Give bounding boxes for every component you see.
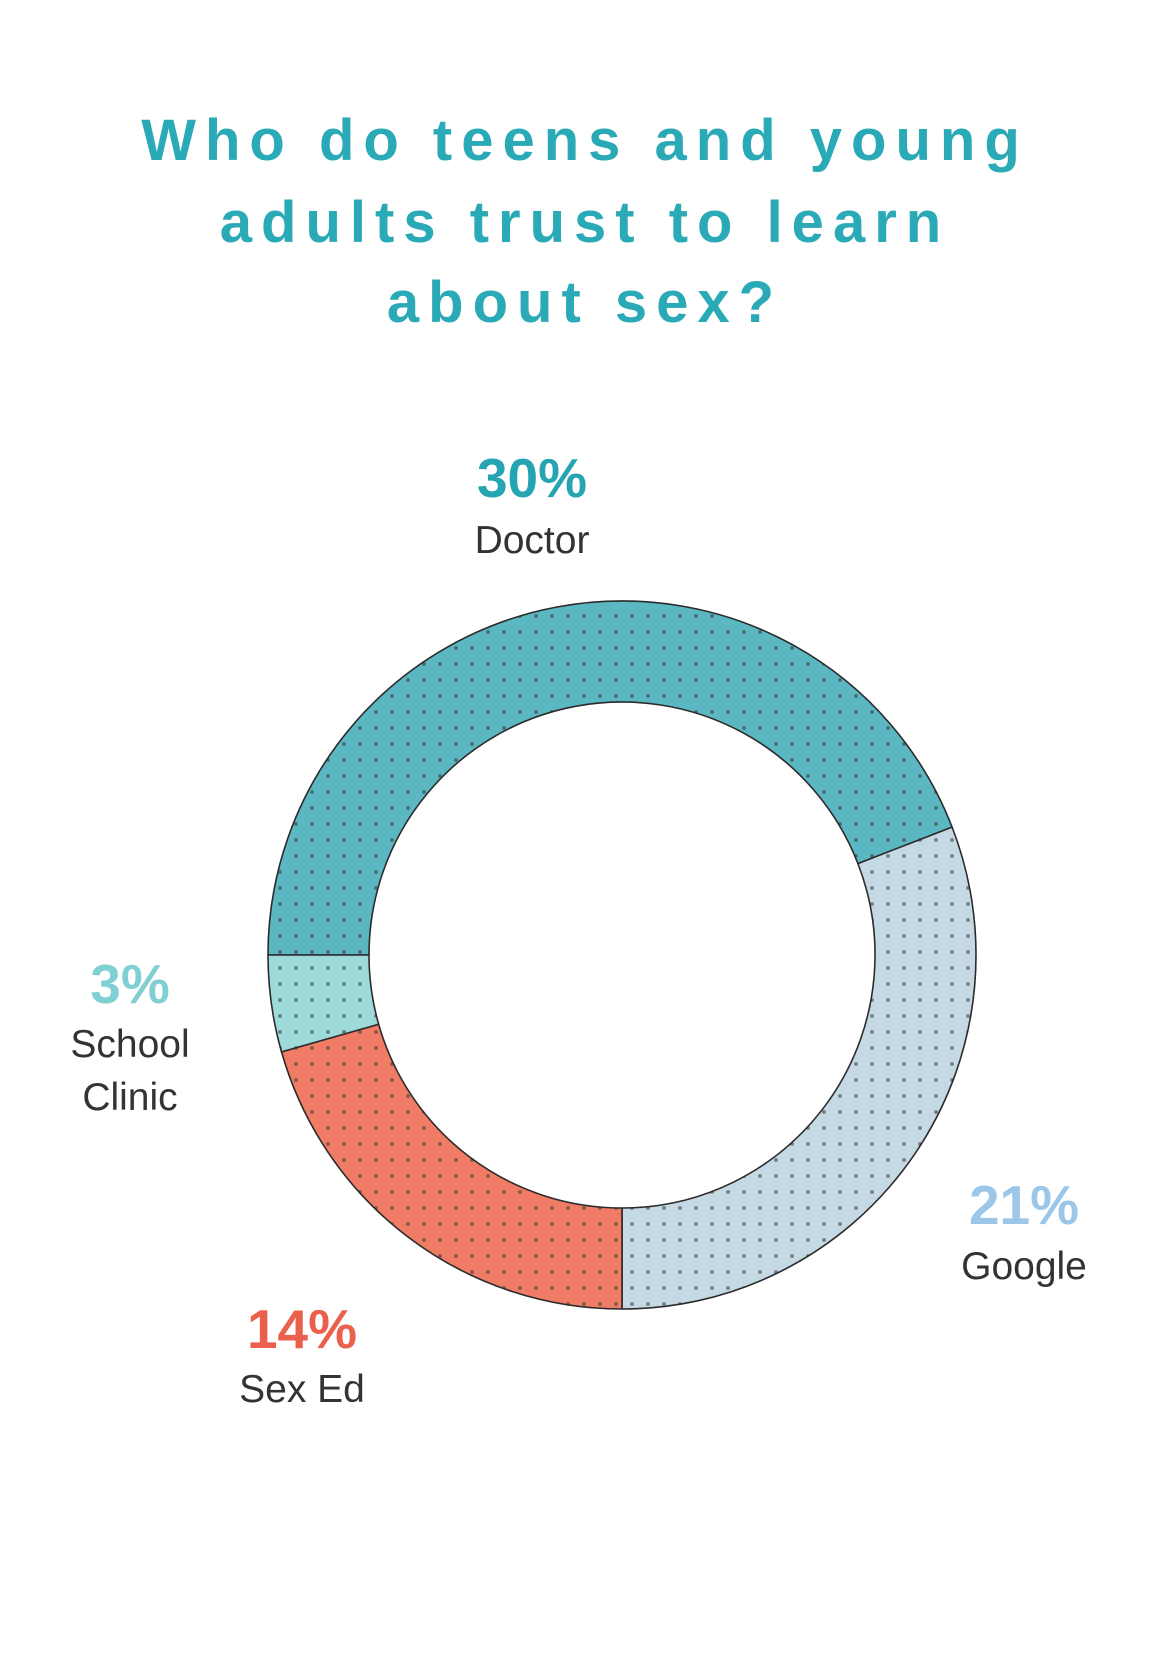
slice-label-google: 21% Google: [961, 1174, 1087, 1288]
sex-ed-percent-label: 14%: [247, 1298, 357, 1360]
school-clinic-category-label-line-2: Clinic: [82, 1076, 177, 1119]
title-line-2: adults trust to learn: [220, 190, 950, 255]
school-clinic-category-label-line-1: School: [70, 1023, 189, 1066]
donut-slice-google-texture: [621, 826, 977, 1310]
sex-ed-category-label: Sex Ed: [239, 1368, 365, 1411]
title-line-3: about sex?: [387, 270, 783, 335]
donut-slice-school-clinic-texture: [267, 954, 380, 1053]
doctor-percent-label: 30%: [477, 447, 587, 509]
title-line-1: Who do teens and young: [141, 108, 1029, 173]
chart-title: Who do teens and young adults trust to l…: [141, 108, 1029, 335]
donut-slice-doctor-texture: [267, 600, 953, 956]
school-clinic-percent-label: 3%: [90, 953, 170, 1015]
google-percent-label: 21%: [969, 1174, 1079, 1236]
slice-label-sex-ed: 14% Sex Ed: [239, 1298, 365, 1411]
slice-label-school-clinic: 3% School Clinic: [70, 953, 189, 1119]
google-category-label: Google: [961, 1245, 1087, 1288]
doctor-category-label: Doctor: [475, 519, 590, 562]
donut-slice-sex-ed-texture: [280, 1023, 623, 1310]
donut-chart: [267, 600, 977, 1310]
slice-label-doctor: 30% Doctor: [475, 447, 590, 562]
